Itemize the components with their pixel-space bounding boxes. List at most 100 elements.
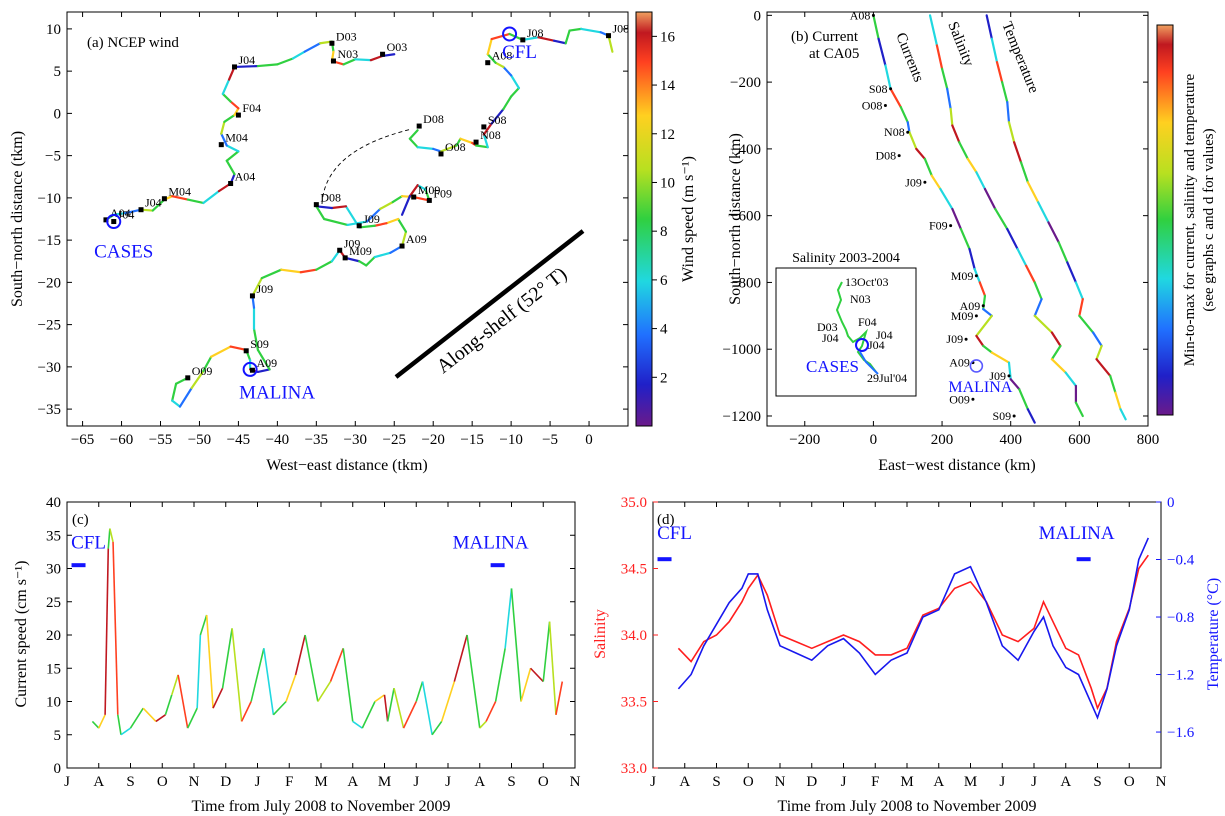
wind-track-segment [225,159,236,176]
ca05-track-segment [1037,201,1050,224]
ca05-track-segment [935,44,944,70]
wind-track-segment [256,368,271,374]
current-speed-segment [186,707,198,729]
date-marker-label: M09 [349,244,372,258]
y-tick-label: −200 [730,75,761,91]
ca05-track-segment [1026,408,1036,424]
panel-d: (d) CFL MALINA J A S O N D J F M A M J J A S O N 33.0 33.5… [592,495,1222,815]
place-label: MALINA [948,379,1012,396]
wind-track-segment [354,58,372,62]
ca05-track-segment [995,60,1004,84]
date-marker-label: D08 [320,191,341,205]
panel-b-ylabel: South−north distance (km) [727,133,744,305]
date-marker-label: J09 [989,369,1006,383]
date-marker-label: S08 [488,113,507,127]
month-tick-label: O [1124,774,1135,790]
y-tick-label: 0 [754,8,762,24]
wind-track-segment [552,39,567,45]
place-circle [969,359,984,373]
month-tick-label: N [1156,774,1167,790]
y-tick-label: −20 [38,275,61,291]
wind-track-segment [490,32,511,41]
ca05-track-segment [1009,378,1021,391]
x-tick-label: −15 [460,432,483,448]
inset-label-n03: N03 [850,292,871,306]
wind-track-segment [474,144,489,149]
month-tick-label: J [650,774,656,790]
current-speed-segment [285,674,297,702]
wind-track-segment [580,27,602,34]
panel-d-ylabel-right: Temperature (°C) [1205,578,1222,690]
place-label: CFL [502,42,537,63]
date-marker-label: O08 [445,140,466,154]
wind-track-segment [315,260,334,271]
current-speed-segment [386,688,395,722]
panel-b-xlabel: East−west distance (km) [878,457,1035,474]
ca05-track-segment [975,334,985,347]
date-marker-label: J04 [118,208,135,222]
along-shelf-line [394,229,585,379]
x-tick-label: 0 [870,432,878,448]
current-speed-segment [453,634,468,682]
wind-track-segment [223,113,236,123]
ca05-track-segment [930,174,942,191]
ca05-track-segment [1091,331,1103,347]
place-label: CASES [94,242,153,263]
current-speed-segment [171,674,179,696]
wind-track-segment [494,61,505,69]
x-tick-label: −30 [344,432,367,448]
ca05-track-segment [1078,314,1095,334]
y-tick-label: −5 [45,149,61,165]
wind-track-segment [482,122,493,136]
y-tick-label-right: 0 [1167,495,1175,511]
month-tick-label: M [314,774,327,790]
date-marker-label: O03 [387,40,408,54]
current-speed-segment [272,700,287,716]
x-tick-label: −35 [305,432,328,448]
current-speed-segment [555,681,564,715]
month-tick-label: A [93,774,104,790]
inset-cases-circle [855,338,869,352]
wind-track-segment [291,50,306,60]
colorbar-tick-label: 12 [660,127,675,143]
month-tick-label: A [474,774,485,790]
panel-d-plot [677,537,1150,720]
y-tick-label: 35 [46,528,61,544]
date-marker [235,112,241,118]
date-marker [906,130,910,134]
wind-track-segment [416,146,435,150]
series-label-salinity: Salinity [944,20,977,70]
panel-c-title: (c) [72,512,89,528]
date-marker-label: S08 [869,82,888,96]
inset-track [835,281,877,373]
inset-title: Salinity 2003-2004 [792,251,900,266]
ca05-track-segment [990,351,1011,364]
y-tick-label-right: −0.4 [1167,553,1195,569]
current-speed-segment [109,528,114,543]
current-speed-segment [342,648,354,722]
y-tick-label: 5 [54,728,62,744]
wind-track-segment [171,399,182,408]
date-marker [249,367,255,373]
ca05-track-segment [990,37,999,64]
wind-track-segment [220,120,226,135]
inset-label-29jul04: 29Jul'04 [867,371,907,385]
month-tick-label: O [743,774,754,790]
date-marker [889,87,893,91]
y-tick-label: 35.0 [621,495,647,511]
ca05-track-segment [877,37,887,67]
ca05-track-segment [1109,374,1117,394]
date-marker-label: J09 [256,282,273,296]
date-marker-label: S09 [250,337,269,351]
date-marker [249,293,255,299]
date-marker [232,64,238,70]
month-tick-label: J [841,774,847,790]
date-marker [473,139,479,145]
current-speed-segment [250,648,265,702]
date-marker-label: A08 [850,8,871,22]
ca05-track-segment [915,147,926,161]
date-marker [228,181,234,187]
wind-track-segment [432,147,443,153]
y-tick-label: −15 [38,233,61,249]
wind-track-segment [256,348,271,371]
